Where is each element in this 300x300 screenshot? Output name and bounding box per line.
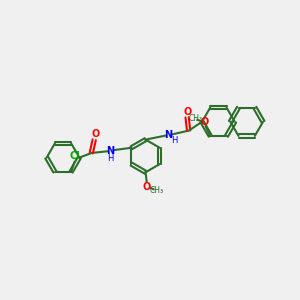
Text: CH₃: CH₃	[149, 186, 164, 195]
Text: O: O	[200, 117, 208, 127]
Text: O: O	[143, 182, 151, 192]
Text: O: O	[92, 129, 100, 140]
Text: CH₃: CH₃	[188, 115, 203, 124]
Text: Cl: Cl	[69, 151, 80, 161]
Text: H: H	[107, 154, 114, 163]
Text: O: O	[183, 107, 191, 117]
Text: N: N	[164, 130, 172, 140]
Text: N: N	[106, 146, 115, 156]
Text: H: H	[171, 136, 178, 145]
